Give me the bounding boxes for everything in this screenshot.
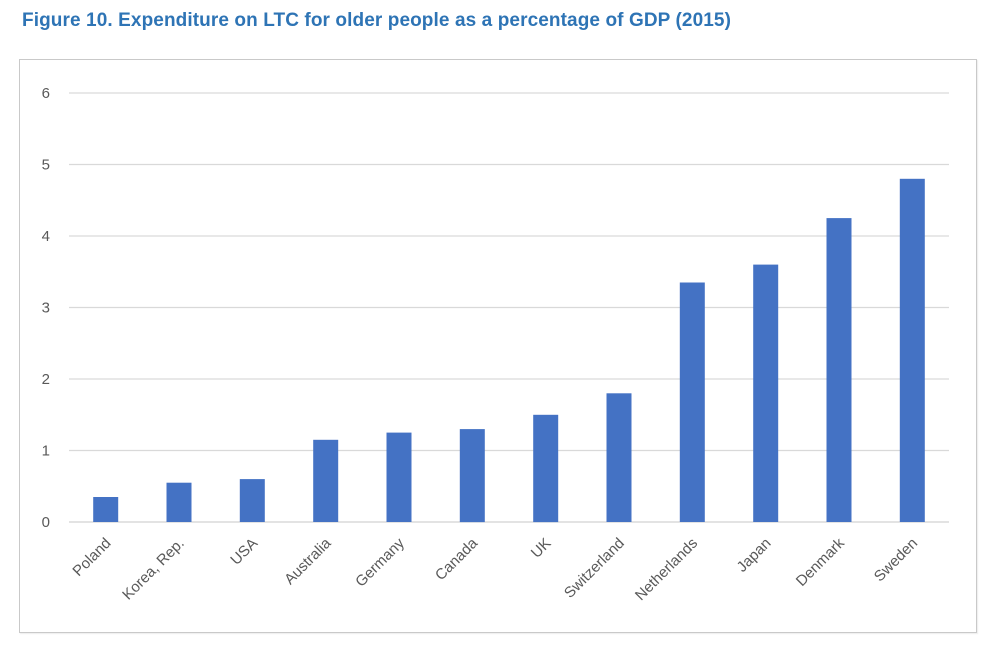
bar-denmark	[826, 218, 852, 522]
x-axis-label-usa: USA	[227, 535, 261, 569]
bar-netherlands	[679, 282, 705, 522]
x-axis-label-denmark: Denmark	[793, 534, 848, 589]
y-axis-tick-label: 4	[42, 228, 50, 245]
y-axis-tick-label: 2	[42, 371, 50, 388]
bar-australia	[313, 439, 339, 522]
y-axis-tick-label: 3	[42, 300, 50, 317]
y-axis-tick-label: 5	[42, 157, 50, 174]
bar-usa	[239, 479, 265, 522]
bar-korea-rep	[166, 482, 192, 522]
chart-frame: 0 1 2 3 4 5 6 Poland Korea, Rep. USA Australia Germ…	[19, 59, 977, 633]
x-axis-label-netherlands: Netherlands	[632, 535, 701, 604]
bar-poland	[93, 497, 119, 522]
bar-canada	[459, 429, 485, 523]
y-axis-tick-label: 0	[42, 514, 50, 531]
y-axis-tick-label: 1	[42, 443, 50, 460]
x-axis-label-korea-rep: Korea, Rep.	[119, 535, 188, 604]
bar-germany	[386, 432, 412, 522]
bar-sweden	[899, 178, 925, 523]
x-axis-label-switzerland: Switzerland	[561, 535, 628, 602]
x-axis-label-poland: Poland	[69, 535, 114, 580]
bar-uk	[533, 414, 559, 523]
bar-switzerland	[606, 393, 632, 522]
x-axis-label-germany: Germany	[352, 534, 408, 590]
x-axis-label-japan: Japan	[734, 535, 775, 576]
x-axis-label-sweden: Sweden	[871, 535, 921, 585]
x-axis-label-canada: Canada	[432, 534, 482, 584]
x-axis-label-australia: Australia	[281, 534, 335, 588]
bar-japan	[753, 264, 779, 522]
figure-title: Figure 10. Expenditure on LTC for older …	[22, 10, 731, 31]
x-axis-label-uk: UK	[528, 535, 555, 562]
y-axis-tick-label: 6	[42, 85, 50, 102]
bar-chart: 0 1 2 3 4 5 6 Poland Korea, Rep. USA Australia Germ…	[42, 85, 949, 604]
